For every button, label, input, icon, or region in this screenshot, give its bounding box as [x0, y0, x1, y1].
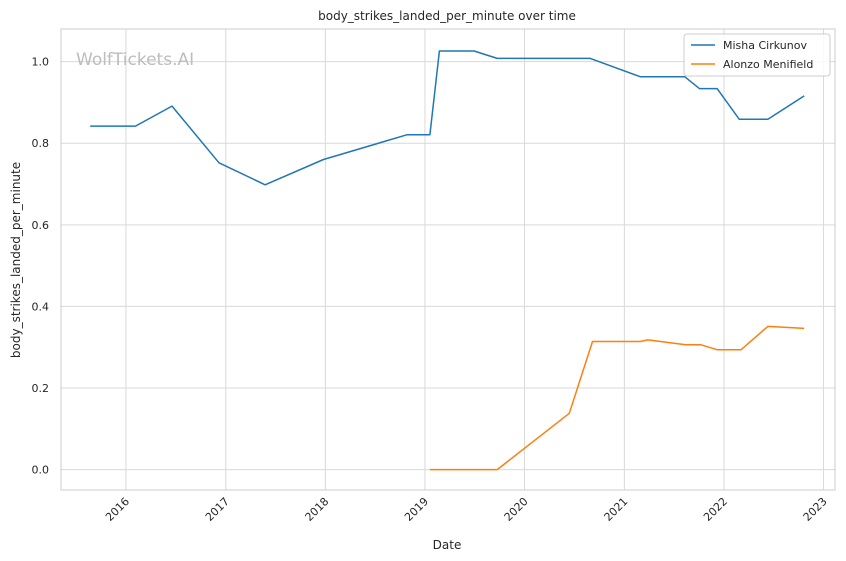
legend: Misha Cirkunov Alonzo Menifield — [683, 33, 831, 77]
y-tick-label: 1.0 — [32, 56, 50, 69]
y-axis-title: body_strikes_landed_per_minute — [9, 162, 23, 358]
watermark: WolfTickets.AI — [76, 50, 194, 70]
legend-box — [683, 33, 831, 77]
legend-label-alonzo-menifield: Alonzo Menifield — [723, 58, 813, 71]
y-tick-label: 0.0 — [32, 464, 50, 477]
chart-title: body_strikes_landed_per_minute over time — [318, 9, 576, 23]
series-line-alonzo-menifield — [429, 325, 805, 471]
series-line-misha-cirkunov — [90, 50, 805, 186]
y-tick-label: 0.6 — [32, 219, 50, 232]
y-tick-labels: 0.0 0.2 0.4 0.6 0.8 1.0 — [32, 56, 50, 477]
x-axis-title: Date — [433, 538, 462, 552]
y-tick-label: 0.8 — [32, 137, 50, 150]
legend-label-misha-cirkunov: Misha Cirkunov — [723, 39, 807, 52]
y-tick-label: 0.4 — [32, 300, 50, 313]
y-tick-label: 0.2 — [32, 382, 50, 395]
plot-frame — [60, 28, 836, 491]
series-lines — [90, 50, 805, 471]
